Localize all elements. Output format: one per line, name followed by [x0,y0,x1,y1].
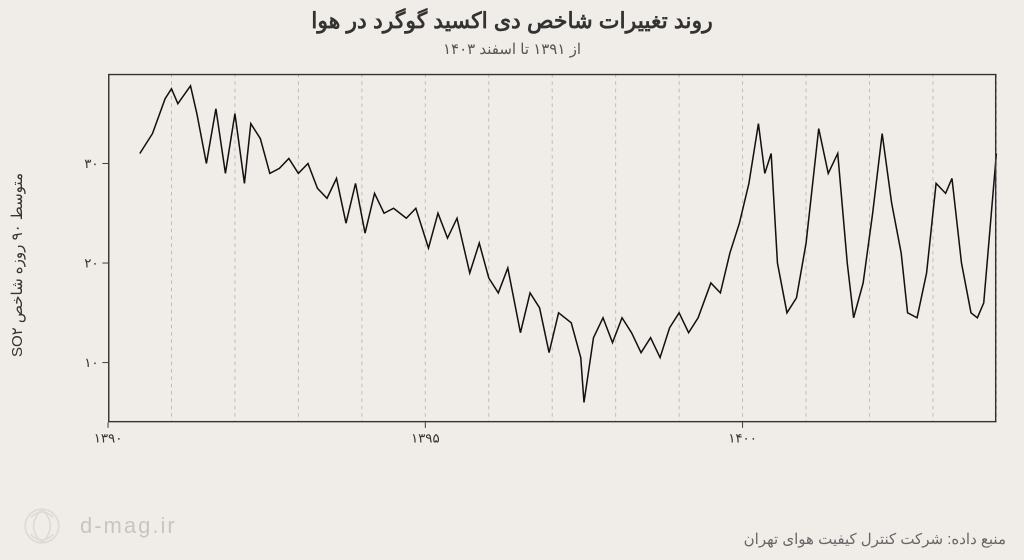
brand-watermark: d-mag.ir [14,498,177,554]
so2-series-line [140,86,997,403]
svg-text:۳۰: ۳۰ [84,156,98,171]
source-caption: منبع داده: شرکت کنترل کیفیت هوای تهران [744,530,1006,548]
svg-text:۱۰: ۱۰ [84,355,98,370]
svg-text:۲۰: ۲۰ [84,256,98,271]
chart-subtitle: از ۱۳۹۱ تا اسفند ۱۴۰۳ [0,40,1024,58]
brand-text: d-mag.ir [80,513,177,539]
y-tick: ۱۰ [84,355,108,370]
y-axis-label: متوسط ۹۰ روزه شاخص SO۲ [4,80,32,450]
svg-text:۱۳۹۰: ۱۳۹۰ [94,431,123,446]
y-tick: ۲۰ [84,256,108,271]
svg-text:۱۳۹۵: ۱۳۹۵ [411,431,440,446]
svg-text:۱۴۰۰: ۱۴۰۰ [728,431,757,446]
plot-area: ۱۰ ۲۰ ۳۰ ۱۳۹۰ ۱۳۹۵ ۱۴۰۰ [70,72,1004,450]
x-tick: ۱۴۰۰ [728,422,757,445]
x-tick: ۱۳۹۰ [94,422,123,445]
x-tick: ۱۳۹۵ [411,422,440,445]
chart-title: روند تغییرات شاخص دی اکسید گوگرد در هوا [0,8,1024,34]
brand-logo-icon [14,498,70,554]
y-tick: ۳۰ [84,156,108,171]
